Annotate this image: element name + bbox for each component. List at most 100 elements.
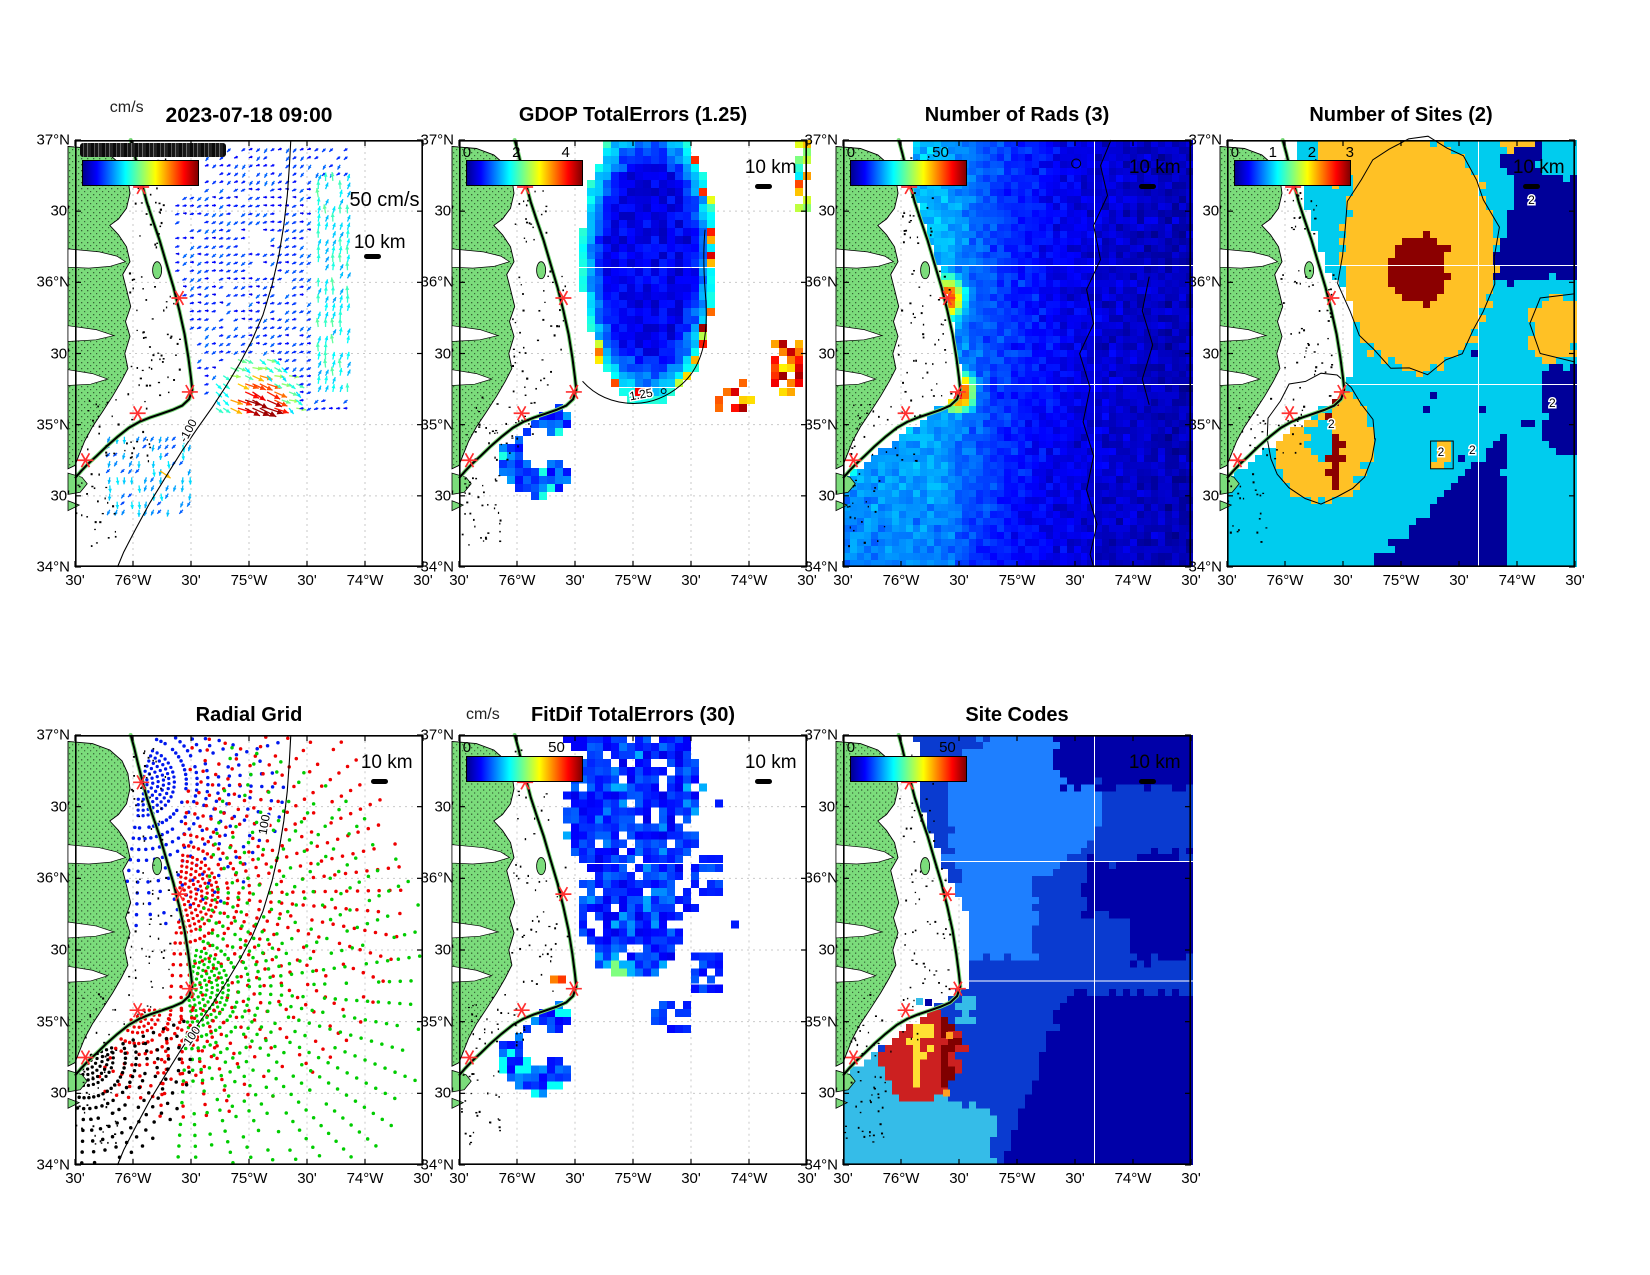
map-surface-currents: -100 (67, 138, 424, 568)
x-axis-tick-label: 30' (1181, 572, 1201, 589)
y-axis-tick-label: 36°N (804, 273, 838, 291)
x-axis-tick-label: 74°W (1498, 572, 1536, 589)
y-axis-tick-label: 35°N (1188, 416, 1222, 434)
radar-site-marker (1229, 452, 1246, 468)
radar-site-marker (171, 290, 188, 306)
y-axis-tick-label: 36°N (36, 273, 70, 291)
x-axis-tick-label: 76°W (498, 1170, 536, 1187)
y-axis-tick-label: 35°N (420, 1013, 454, 1031)
x-axis-tick-label: 30' (181, 1170, 201, 1187)
colorbar-tick-label: 0 (462, 143, 472, 161)
radar-site-marker (133, 774, 150, 790)
panel-title: Number of Rads (3) (924, 104, 1110, 126)
contour-label: 1.25 (628, 385, 654, 403)
x-axis-tick-label: 74°W (1114, 572, 1152, 589)
colorbar-units-label: cm/s (465, 706, 500, 723)
panel-surface-currents: 2023-07-18 09:00 cm/s -100 50 cm/s 10 km… (36, 99, 432, 589)
x-axis-tick-label: 30' (1217, 572, 1237, 589)
radar-site-marker (77, 452, 94, 468)
y-axis-tick-label: 37°N (1188, 131, 1222, 149)
y-axis-tick-label: 37°N (420, 726, 454, 744)
radar-site-marker (513, 405, 530, 421)
radar-site-marker (1323, 290, 1340, 306)
colorbar: 0 50 (463, 739, 583, 782)
y-axis-tick-label: 34°N (1188, 558, 1222, 576)
x-axis-tick-label: 30' (297, 572, 317, 589)
map-number-of-rads (835, 138, 1193, 568)
radar-site-marker (897, 1002, 914, 1018)
radar-site-marker (555, 290, 572, 306)
y-axis-tick-label: 36°N (1188, 273, 1222, 291)
y-axis-tick-label: 37°N (36, 131, 70, 149)
y-axis-tick-label: 30' (434, 345, 454, 362)
x-axis-tick-label: 30' (1065, 1170, 1085, 1187)
distance-scale-bar (755, 779, 773, 785)
x-axis-tick-label: 30' (833, 1170, 853, 1187)
x-axis-tick-label: 30' (1449, 572, 1469, 589)
y-axis-tick-label: 30' (818, 202, 838, 220)
colorbar: 0 50 (847, 739, 967, 782)
radar-site-marker (949, 384, 966, 400)
x-axis-tick-label: 30' (413, 1170, 433, 1187)
y-axis-tick-label: 30' (434, 202, 454, 220)
y-axis-tick-label: 35°N (804, 1013, 838, 1031)
y-axis-tick-label: 37°N (420, 131, 454, 149)
distance-scale-label: 10 km (360, 752, 413, 774)
distance-scale-bar (371, 779, 389, 785)
x-axis-tick-label: 30' (1565, 572, 1585, 589)
y-axis-tick-label: 30' (50, 941, 70, 959)
x-axis-tick-label: 76°W (882, 572, 920, 589)
y-axis-tick-label: 30' (434, 487, 454, 505)
x-axis-tick-label: 30' (1181, 1170, 1201, 1187)
x-axis-tick-label: 30' (1065, 572, 1085, 589)
distance-scale-label: 10 km (744, 157, 797, 179)
radar-site-marker (555, 886, 572, 902)
x-axis-tick-label: 76°W (498, 572, 536, 589)
colorbar-units-label: cm/s (109, 99, 144, 116)
panel-title: GDOP TotalErrors (1.25) (518, 104, 748, 126)
radar-site-marker (461, 452, 478, 468)
radar-site-marker (939, 290, 956, 306)
radar-site-marker (565, 384, 582, 400)
y-axis-tick-label: 30' (818, 345, 838, 362)
distance-scale-label: 10 km (1512, 157, 1565, 179)
radar-site-marker (939, 886, 956, 902)
x-axis-tick-label: 75°W (998, 1170, 1036, 1187)
x-axis-tick-label: 30' (565, 1170, 585, 1187)
x-axis-tick-label: 76°W (114, 1170, 152, 1187)
colorbar-tick-label: 3 (1345, 143, 1354, 161)
panel-site-codes: Site Codes 0 50 10 km 37°N 30' 36°N 30' 35°N 3… (804, 704, 1200, 1187)
colorbar-tick-label: 2 (512, 143, 521, 161)
contour-label: 2 (1438, 445, 1445, 459)
x-axis-tick-label: 75°W (614, 572, 652, 589)
panel-number-of-rads: Number of Rads (3) 0 50 10 km 37°N 30' 36°N… (804, 104, 1200, 589)
colorbar: 0 50 (847, 144, 967, 187)
y-axis-tick-label: 30' (1202, 345, 1222, 362)
y-axis-tick-label: 34°N (420, 558, 454, 576)
x-axis-tick-label: 74°W (346, 1170, 384, 1187)
colorbar-tick-label: 0 (1230, 143, 1240, 161)
x-axis-tick-label: 75°W (230, 572, 268, 589)
colorbar-tick-label: 2 (1307, 143, 1317, 161)
colorbar-tick-label: 0 (846, 738, 856, 756)
x-axis-tick-label: 30' (65, 572, 85, 589)
radar-site-marker (171, 886, 188, 902)
y-axis-tick-label: 30' (818, 798, 838, 816)
colorbar-tick-label: 0 (462, 738, 472, 756)
distance-scale-label: 10 km (353, 231, 406, 253)
y-axis-tick-label: 36°N (420, 273, 454, 291)
colorbar-tick-label: 0 (846, 143, 856, 161)
radar-site-marker (845, 452, 862, 468)
x-axis-tick-label: 30' (297, 1170, 317, 1187)
y-axis-tick-label: 35°N (420, 416, 454, 434)
y-axis-tick-label: 30' (50, 345, 70, 362)
radar-site-marker (129, 405, 146, 421)
x-axis-tick-label: 75°W (614, 1170, 652, 1187)
radar-site-marker (129, 1002, 146, 1018)
distance-scale-bar (1139, 779, 1157, 785)
x-axis-tick-label: 30' (65, 1170, 85, 1187)
x-axis-tick-label: 30' (949, 1170, 969, 1187)
y-axis-tick-label: 34°N (36, 1156, 70, 1174)
x-axis-tick-label: 30' (565, 572, 585, 589)
